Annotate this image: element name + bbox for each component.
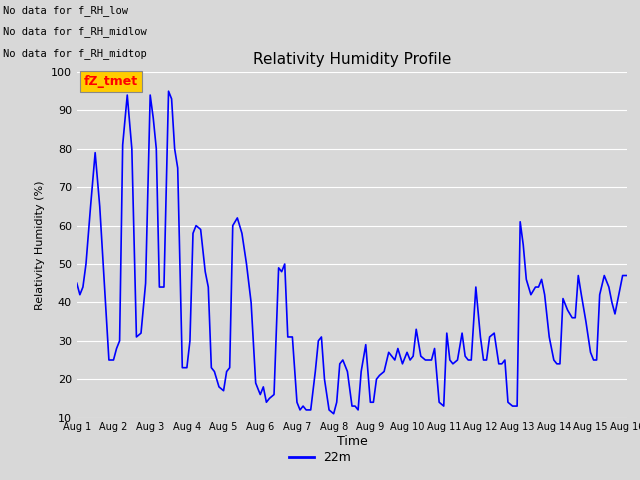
Text: No data for f_RH_midlow: No data for f_RH_midlow [3,26,147,37]
Legend: 22m: 22m [284,446,356,469]
Y-axis label: Relativity Humidity (%): Relativity Humidity (%) [35,180,45,310]
Title: Relativity Humidity Profile: Relativity Humidity Profile [253,52,451,67]
Text: No data for f_RH_low: No data for f_RH_low [3,5,128,16]
Text: fZ_tmet: fZ_tmet [84,75,138,88]
X-axis label: Time: Time [337,435,367,448]
Text: No data for f_RH_midtop: No data for f_RH_midtop [3,48,147,59]
